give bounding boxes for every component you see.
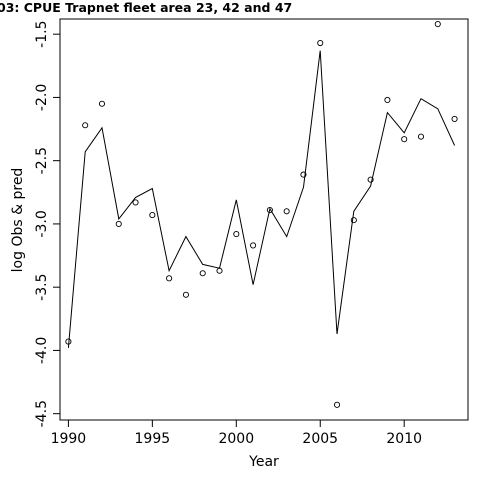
observed-point: [115, 220, 122, 227]
observed-point: [417, 133, 425, 140]
observed-point: [434, 21, 441, 28]
x-tick-label: 2010: [386, 431, 422, 447]
x-tick-label: 2005: [302, 431, 338, 447]
observed-point: [233, 230, 240, 238]
x-axis-label: Year: [248, 454, 279, 470]
y-tick-label: -3.0: [34, 210, 50, 237]
predicted-line: [67, 50, 456, 348]
observed-point: [98, 100, 106, 107]
observed-point: [333, 401, 341, 408]
y-tick-label: -2.0: [34, 84, 50, 111]
observed-point: [132, 199, 139, 206]
observed-point: [216, 267, 223, 274]
y-tick-label: -1.5: [34, 21, 50, 48]
observed-point: [350, 217, 357, 224]
observed-point: [283, 208, 290, 215]
observed-point: [82, 122, 89, 129]
observed-point: [199, 270, 206, 277]
observed-point: [149, 212, 156, 219]
chart-title: 03: CPUE Trapnet fleet area 23, 42 and 4…: [0, 0, 292, 15]
y-axis-label: log Obs & pred: [10, 168, 26, 273]
y-axis: -4.5 -4.0 -3.5 -3.0 -2.5 -2.0 -1.5: [34, 21, 60, 427]
x-tick-label: 1995: [135, 431, 171, 447]
observed-point: [367, 176, 374, 183]
y-tick-label: -4.0: [34, 337, 50, 364]
x-tick-label: 2000: [218, 431, 254, 447]
observed-point: [401, 136, 408, 143]
observed-point: [266, 206, 273, 214]
observed-point: [451, 115, 458, 122]
observed-point: [250, 242, 257, 249]
y-tick-label: -4.5: [34, 400, 50, 427]
y-tick-label: -2.5: [34, 147, 50, 174]
y-tick-label: -3.5: [34, 274, 50, 301]
observed-point: [317, 39, 324, 47]
observed-point: [300, 171, 307, 178]
x-tick-label: 1990: [51, 431, 87, 447]
plot-frame: [59, 18, 469, 421]
x-axis: 1990 1995 2000 2005 2010: [51, 420, 422, 447]
observed-point: [384, 96, 391, 104]
series-layer: [65, 21, 458, 408]
observed-point: [182, 291, 189, 298]
observed-point: [166, 275, 173, 282]
